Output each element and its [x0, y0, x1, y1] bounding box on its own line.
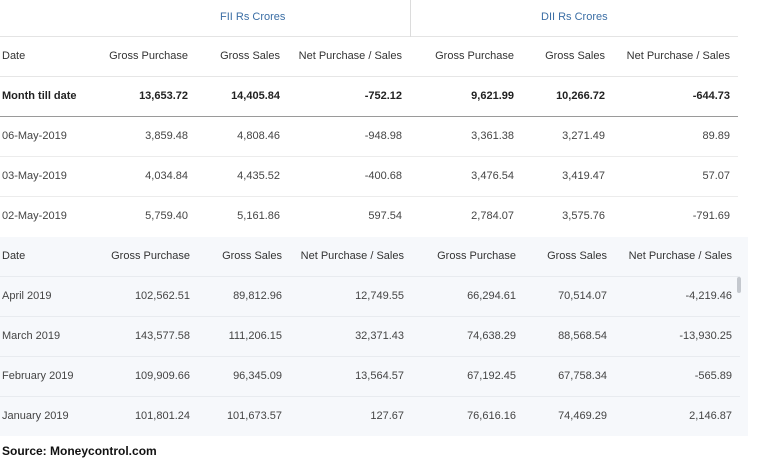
- dii-group-label: DII Rs Crores: [541, 11, 608, 23]
- cell: -400.68: [288, 156, 410, 197]
- col-header-fii-net: Net Purchase / Sales: [300, 250, 404, 263]
- cell: 13,564.57: [290, 355, 412, 396]
- table-row: 03-May-2019 4,034.84 4,435.52 -400.68 3,…: [0, 156, 738, 197]
- cell: 89.89: [613, 116, 738, 157]
- cell: 4,034.84: [92, 156, 196, 197]
- cell: 4,435.52: [196, 156, 288, 197]
- row-date: 02-May-2019: [2, 210, 67, 223]
- cell: -565.89: [615, 355, 740, 396]
- table-row: March 2019 143,577.58 111,206.15 32,371.…: [0, 315, 740, 356]
- cell: 32,371.43: [290, 315, 412, 356]
- cell: 3,271.49: [522, 116, 613, 157]
- cell: 109,909.66: [94, 355, 198, 396]
- source-credit: Source: Moneycontrol.com: [2, 444, 157, 458]
- col-header-dii-gross-purchase: Gross Purchase: [437, 250, 516, 263]
- cell: -13,930.25: [615, 315, 740, 356]
- table-row: 02-May-2019 5,759.40 5,161.86 597.54 2,7…: [0, 196, 738, 236]
- col-header-fii-gross-purchase: Gross Purchase: [109, 50, 188, 63]
- cell: 76,616.16: [412, 395, 524, 436]
- table-row: 06-May-2019 3,859.48 4,808.46 -948.98 3,…: [0, 116, 738, 157]
- cell: 102,562.51: [94, 275, 198, 316]
- month-link[interactable]: February 2019: [0, 355, 94, 396]
- cell: 74,638.29: [412, 315, 524, 356]
- col-header-dii-net: Net Purchase / Sales: [626, 50, 730, 63]
- cell: 9,621.99: [410, 75, 522, 117]
- table-row: February 2019 109,909.66 96,345.09 13,56…: [0, 355, 740, 396]
- table-row: January 2019 101,801.24 101,673.57 127.6…: [0, 395, 740, 436]
- daily-table: Date Gross Purchase Gross Sales Net Purc…: [0, 37, 738, 236]
- cell: 10,266.72: [522, 75, 613, 117]
- cell: 3,361.38: [410, 116, 522, 157]
- cell: 67,758.34: [524, 355, 615, 396]
- col-header-fii-gross-purchase: Gross Purchase: [111, 250, 190, 263]
- daily-header-row: Date Gross Purchase Gross Sales Net Purc…: [0, 37, 738, 76]
- cell: 70,514.07: [524, 275, 615, 316]
- col-header-dii-net: Net Purchase / Sales: [628, 250, 732, 263]
- col-header-date: Date: [2, 250, 26, 263]
- cell: 101,801.24: [94, 395, 198, 436]
- group-header: FII Rs Crores DII Rs Crores: [0, 0, 738, 37]
- row-label: Month till date: [0, 75, 92, 117]
- cell: 57.07: [613, 156, 738, 197]
- col-header-dii-gross-purchase: Gross Purchase: [435, 50, 514, 63]
- cell: 597.54: [368, 210, 402, 223]
- cell: 3,859.48: [92, 116, 196, 157]
- cell: -791.69: [692, 210, 730, 223]
- row-date: 03-May-2019: [0, 156, 92, 197]
- group-divider: [410, 0, 411, 37]
- cell: 13,653.72: [92, 75, 196, 117]
- cell: 143,577.58: [94, 315, 198, 356]
- col-header-dii-gross-sales: Gross Sales: [545, 50, 605, 63]
- month-link[interactable]: January 2019: [0, 395, 94, 436]
- month-link[interactable]: April 2019: [0, 275, 94, 316]
- scrollbar-thumb[interactable]: [737, 277, 741, 293]
- col-header-fii-gross-sales: Gross Sales: [222, 250, 282, 263]
- cell: 14,405.84: [196, 75, 288, 117]
- cell: -752.12: [288, 75, 410, 117]
- row-date: 06-May-2019: [0, 116, 92, 157]
- cell: 3,419.47: [522, 156, 613, 197]
- cell: 2,784.07: [471, 210, 514, 223]
- col-header-date: Date: [2, 50, 26, 63]
- cell: 2,146.87: [615, 395, 740, 436]
- table-row: April 2019 102,562.51 89,812.96 12,749.5…: [0, 275, 740, 316]
- cell: 74,469.29: [524, 395, 615, 436]
- cell: 3,575.76: [562, 210, 605, 223]
- fii-group-label: FII Rs Crores: [220, 11, 286, 23]
- cell: -948.98: [288, 116, 410, 157]
- monthly-header-row: Date Gross Purchase Gross Sales Net Purc…: [0, 237, 740, 276]
- cell: 111,206.15: [198, 315, 290, 356]
- month-till-date-row: Month till date 13,653.72 14,405.84 -752…: [0, 75, 738, 117]
- cell: 89,812.96: [198, 275, 290, 316]
- cell: 5,759.40: [145, 210, 188, 223]
- cell: 66,294.61: [412, 275, 524, 316]
- col-header-dii-gross-sales: Gross Sales: [547, 250, 607, 263]
- cell: 88,568.54: [524, 315, 615, 356]
- month-link[interactable]: March 2019: [0, 315, 94, 356]
- col-header-fii-net: Net Purchase / Sales: [298, 50, 402, 63]
- cell: 12,749.55: [290, 275, 412, 316]
- cell: 127.67: [290, 395, 412, 436]
- monthly-panel[interactable]: Date Gross Purchase Gross Sales Net Purc…: [0, 237, 748, 436]
- cell: 101,673.57: [198, 395, 290, 436]
- cell: 3,476.54: [410, 156, 522, 197]
- col-header-fii-gross-sales: Gross Sales: [220, 50, 280, 63]
- cell: -4,219.46: [615, 275, 740, 316]
- cell: -644.73: [613, 75, 738, 117]
- cell: 5,161.86: [237, 210, 280, 223]
- cell: 4,808.46: [196, 116, 288, 157]
- cell: 67,192.45: [412, 355, 524, 396]
- cell: 96,345.09: [198, 355, 290, 396]
- monthly-table: Date Gross Purchase Gross Sales Net Purc…: [0, 237, 740, 436]
